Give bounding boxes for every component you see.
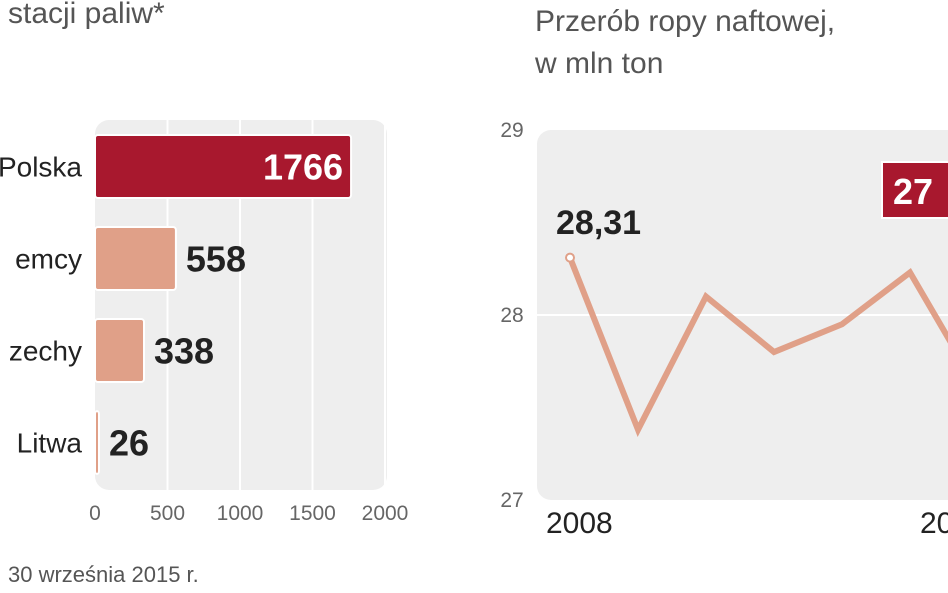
line-y-tick-label: 27 <box>500 489 523 512</box>
bar-category-label: zechy <box>9 336 82 367</box>
bar-category-label: Litwa <box>17 428 83 459</box>
bar <box>94 318 146 383</box>
bar-x-tick-label: 0 <box>89 502 101 525</box>
left-chart-footnote: 30 września 2015 r. <box>8 562 199 587</box>
bar-x-tick-label: 1500 <box>289 502 336 525</box>
line-x-tick-label: 2008 <box>546 507 613 540</box>
bar-value-label: 1766 <box>263 147 343 188</box>
bar-category-label: emcy <box>15 244 82 275</box>
bar-x-tick-label: 1000 <box>217 502 264 525</box>
bar-x-tick-label: 500 <box>150 502 185 525</box>
line-start-value-label: 28,31 <box>556 204 641 242</box>
bar <box>94 226 177 291</box>
bar-value-label: 558 <box>186 239 246 280</box>
line-start-point <box>565 252 575 263</box>
left-chart-title: stacji paliw* <box>8 0 165 30</box>
bar-value-label: 338 <box>154 331 214 372</box>
bar <box>94 410 100 475</box>
line-y-tick-label: 29 <box>500 119 523 142</box>
line-end-callout-box <box>881 161 948 219</box>
line-y-tick-label: 28 <box>500 304 523 327</box>
bar-x-tick-label: 2000 <box>362 502 409 525</box>
right-chart-title-line1: Przerób ropy naftowej, <box>535 5 836 38</box>
right-chart-title-line2: w mln ton <box>535 47 664 80</box>
line-end-callout-label: 27 <box>893 171 933 212</box>
bar <box>94 134 353 199</box>
bar-value-label: 26 <box>109 423 149 464</box>
bar-category-label: Polska <box>0 152 82 183</box>
line-series <box>567 256 948 437</box>
line-x-tick-label: 20 <box>920 507 948 540</box>
